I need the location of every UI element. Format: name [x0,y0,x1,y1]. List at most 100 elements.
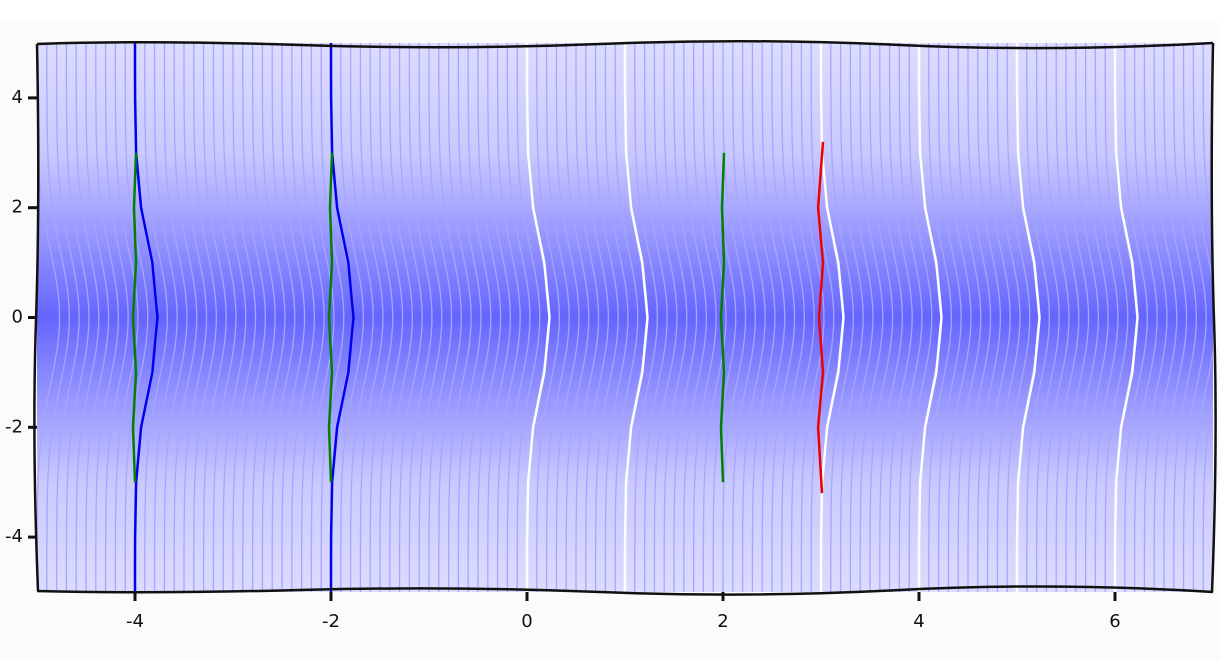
series-line [329,43,355,592]
background-line [85,43,110,592]
background-line [937,43,962,592]
background-line [232,43,257,592]
background-line [1153,43,1178,592]
background-line [359,43,384,592]
background-line [761,43,786,592]
background-line [830,43,854,592]
background-line [839,43,864,592]
background-line [741,43,766,592]
background-line [604,43,629,592]
frame-bottom [36,585,1214,596]
background-line [1035,43,1060,592]
background-line [1006,43,1031,592]
background-line [859,43,884,592]
background-line [369,43,394,592]
background-line [957,43,982,592]
background-line [300,43,325,592]
top-bar [0,0,1220,22]
background-line [447,43,472,592]
y-tick-label: -4 [5,526,23,547]
background-line [398,43,423,592]
x-tick-label: -4 [126,611,144,632]
background-line [536,43,560,592]
background-line [516,43,541,592]
x-tick-label: 2 [717,611,728,632]
frame-right [1210,42,1217,593]
background-line [222,43,247,592]
background-line [732,43,756,592]
background-line [281,43,306,592]
background-line [1075,43,1099,592]
background-line [1173,43,1197,592]
series-line [1015,43,1041,592]
background-line [379,43,404,592]
background-line [104,43,129,592]
background-line [1026,43,1050,592]
frame-left [33,43,40,592]
background-line [849,43,874,592]
background-line [790,43,815,592]
background-line [673,43,698,592]
background-line [1133,43,1158,592]
background-line [1202,43,1213,592]
background-line [477,43,502,592]
background-line [144,43,168,592]
series-line [819,43,845,592]
x-tick-label: 4 [913,611,924,632]
y-tick-label: -2 [5,416,23,437]
background-line [1065,43,1090,592]
background-line [1104,43,1129,592]
background-line [898,43,923,592]
background-line [800,43,825,592]
background-line [261,43,286,592]
frame-top [36,39,1214,50]
background-line [114,43,139,592]
series-line [623,43,649,592]
background-line [722,43,747,592]
background-line [457,43,482,592]
background-line [879,43,903,592]
series-line [327,152,334,483]
y-tick-label: 2 [12,197,23,218]
background-line [65,43,90,592]
background-line [1182,43,1207,592]
background-line [242,43,266,592]
series-line [131,152,138,483]
background-line [496,43,521,592]
background-line [594,43,619,592]
background-line [1084,43,1109,592]
background-line [202,43,227,592]
background-line [173,43,198,592]
background-line [75,43,100,592]
x-tick-label: 0 [521,611,532,632]
background-line [1055,43,1080,592]
background-line [320,43,345,592]
background-line [163,43,188,592]
background-line [506,43,531,592]
background-line [1094,43,1119,592]
background-line [771,43,796,592]
background-line [683,43,707,592]
background-line [46,43,70,592]
background-line [888,43,913,592]
background-line [928,43,952,592]
x-tick-label: -2 [322,611,340,632]
background-line [389,43,413,592]
series-line [1113,43,1139,592]
background-line [193,43,217,592]
background-line [545,43,570,592]
background-line [487,43,511,592]
background-line [947,43,972,592]
background-line [977,43,1001,592]
background-line [1045,43,1070,592]
background-line [614,43,639,592]
background-line [712,43,737,592]
background-line [55,43,80,592]
background-line [781,43,805,592]
background-line [349,43,374,592]
background-line [692,43,717,592]
background-line [908,43,933,592]
series-line [525,43,551,592]
background-line [212,43,237,592]
